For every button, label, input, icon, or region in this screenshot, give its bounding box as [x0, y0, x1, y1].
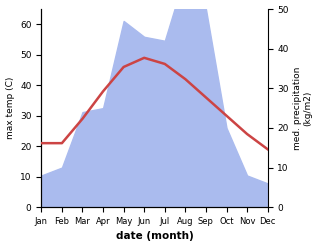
Y-axis label: max temp (C): max temp (C)	[5, 77, 15, 139]
Y-axis label: med. precipitation
(kg/m2): med. precipitation (kg/m2)	[293, 66, 313, 150]
X-axis label: date (month): date (month)	[116, 231, 193, 242]
